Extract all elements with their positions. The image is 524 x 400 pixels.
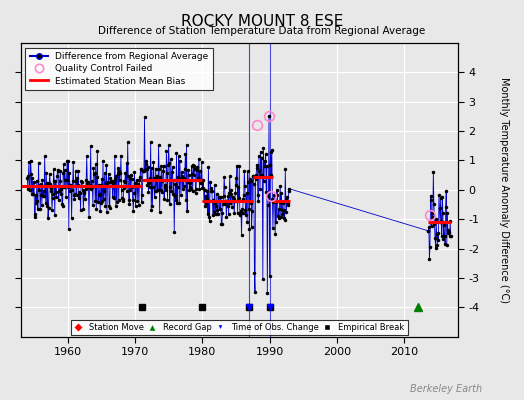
Text: Difference of Station Temperature Data from Regional Average: Difference of Station Temperature Data f… — [99, 26, 425, 36]
Y-axis label: Monthly Temperature Anomaly Difference (°C): Monthly Temperature Anomaly Difference (… — [499, 77, 509, 303]
Legend: Station Move, Record Gap, Time of Obs. Change, Empirical Break: Station Move, Record Gap, Time of Obs. C… — [71, 320, 408, 335]
Text: Berkeley Earth: Berkeley Earth — [410, 384, 482, 394]
Text: ROCKY MOUNT 8 ESE: ROCKY MOUNT 8 ESE — [181, 14, 343, 29]
